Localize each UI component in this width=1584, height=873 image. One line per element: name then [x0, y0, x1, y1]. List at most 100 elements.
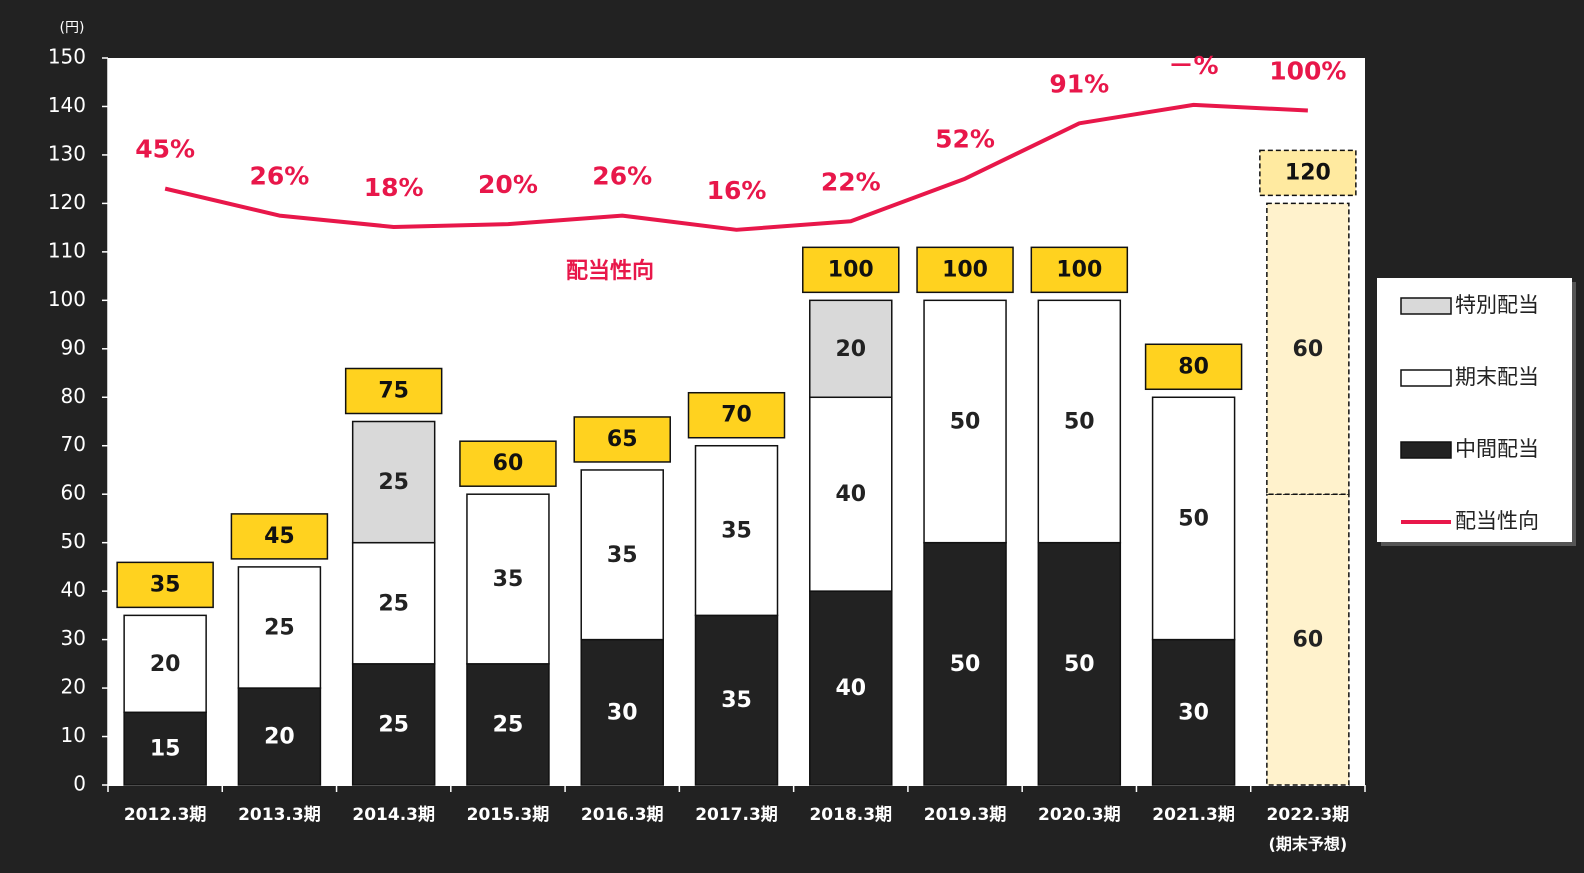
bar-label: 35 [721, 688, 752, 713]
total-box [573, 416, 671, 463]
bar-label: 20 [835, 337, 866, 362]
y-tick-label: 20 [61, 675, 86, 699]
total-label: 100 [828, 257, 874, 282]
bar-label: 30 [1178, 700, 1209, 725]
legend-label: 特別配当 [1455, 293, 1539, 317]
x-tick-label: 2018.3期 [809, 805, 892, 825]
ratio-label: 26% [249, 162, 309, 191]
bar-label: 50 [1178, 506, 1209, 531]
bar-segment [1037, 541, 1122, 786]
y-tick-label: 120 [48, 190, 86, 214]
total-label: 70 [721, 403, 752, 428]
ratio-label: 16% [707, 176, 767, 205]
total-box [1144, 343, 1243, 391]
bar-label: 50 [1064, 652, 1095, 677]
bar-label: 15 [150, 737, 181, 762]
bar-label: 25 [378, 470, 409, 495]
total-label: 80 [1178, 354, 1209, 379]
bar-segment [1151, 396, 1236, 641]
ratio-label: 91% [1049, 69, 1109, 98]
legend-swatch [1400, 297, 1452, 315]
bar-segment [1266, 202, 1350, 495]
total-box [687, 391, 786, 439]
total-box [1259, 149, 1357, 197]
bar-label: 20 [150, 652, 181, 677]
bar-segment [351, 663, 436, 786]
x-tick-label: 2020.3期 [1038, 805, 1121, 825]
bar-segment [923, 541, 1007, 786]
legend [1377, 278, 1572, 542]
y-tick-label: 30 [61, 626, 86, 650]
legend-swatch [1400, 369, 1452, 387]
y-tick-label: 10 [61, 723, 86, 747]
bar-segment [466, 663, 550, 786]
bar-segment [1266, 493, 1350, 786]
ratio-line [164, 102, 1308, 232]
x-tick-label: 2012.3期 [124, 805, 207, 825]
bar-label: 35 [607, 543, 638, 568]
total-box [344, 367, 443, 415]
total-box [916, 246, 1014, 294]
ratio-label: 22% [821, 167, 881, 196]
bar-segment [237, 687, 322, 786]
bar-segment [123, 711, 207, 786]
y-tick-label: 140 [48, 93, 86, 117]
x-tick-note: (期末予想) [1269, 835, 1348, 854]
bar-label: 50 [950, 410, 981, 435]
bar-segment [923, 299, 1007, 544]
y-tick-label: 100 [48, 287, 86, 311]
bar-segment [237, 566, 322, 689]
legend-swatch [1400, 441, 1452, 459]
total-label: 120 [1285, 160, 1331, 185]
y-tick-label: 40 [61, 578, 86, 602]
bar-segment [1037, 299, 1122, 544]
y-tick-label: 70 [61, 432, 86, 456]
bar-segment [694, 614, 779, 786]
bar-segment [466, 493, 550, 665]
total-box [459, 440, 557, 487]
bar-label: 40 [835, 482, 866, 507]
bar-label: 35 [493, 567, 524, 592]
total-label: 100 [942, 257, 988, 282]
y-tick-label: 130 [48, 141, 86, 165]
bar-label: 20 [264, 725, 295, 750]
bar-label: 50 [1064, 410, 1095, 435]
total-box [116, 561, 214, 609]
total-box [802, 246, 900, 294]
total-box [1030, 246, 1129, 294]
bar-segment [580, 638, 664, 786]
bar-label: 35 [721, 519, 752, 544]
bar-segment [123, 614, 207, 714]
bar-label: 30 [607, 700, 638, 725]
x-tick-label: 2014.3期 [352, 805, 435, 825]
legend-label: 配当性向 [1455, 509, 1539, 533]
bar-label: 50 [950, 652, 981, 677]
ratio-label: 26% [592, 162, 652, 191]
x-tick-label: 2022.3期 [1267, 805, 1350, 825]
ratio-label: 18% [364, 173, 424, 202]
total-label: 45 [264, 524, 295, 549]
x-tick-label: 2016.3期 [581, 805, 664, 825]
ratio-label: 52% [935, 125, 995, 154]
x-tick-label: 2015.3期 [467, 805, 550, 825]
bar-segment [809, 299, 893, 399]
bar-label: 25 [378, 591, 409, 616]
bar-segment [809, 396, 893, 592]
x-tick-label: 2013.3期 [238, 805, 321, 825]
annotation: 配当性向 [566, 258, 654, 284]
bar-label: 25 [493, 712, 524, 737]
total-box [230, 513, 329, 560]
bar-segment [351, 420, 436, 544]
y-tick-label: 80 [61, 384, 86, 408]
bar-label: 40 [835, 676, 866, 701]
y-tick-label: 60 [61, 481, 86, 505]
ratio-label: 100% [1269, 57, 1346, 86]
y-tick-label: 110 [48, 238, 86, 262]
bar-label: 60 [1293, 628, 1324, 653]
ratio-label: 20% [478, 170, 538, 199]
y-tick-label: 0 [73, 772, 86, 796]
y-tick-label: 90 [61, 335, 86, 359]
total-label: 60 [493, 451, 524, 476]
bar-segment [1151, 638, 1236, 786]
